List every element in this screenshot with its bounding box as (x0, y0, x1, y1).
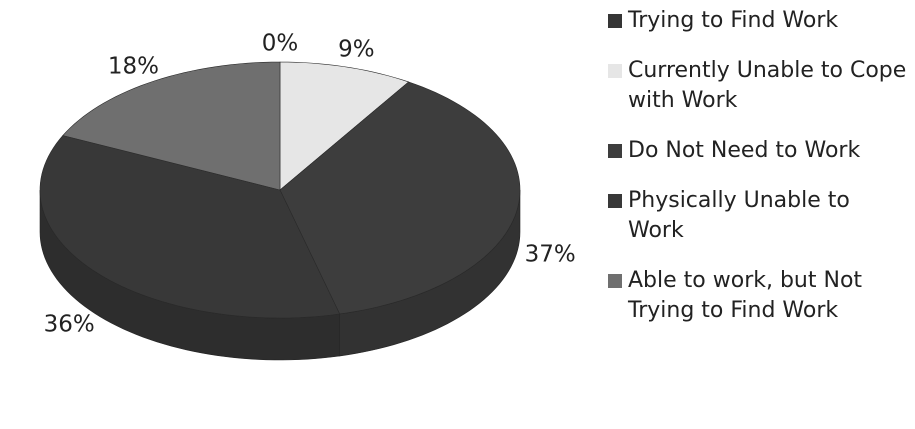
data-label: 36% (44, 312, 95, 338)
legend-item: Able to work, but Not Trying to Find Wor… (608, 266, 908, 326)
legend-swatch (608, 194, 622, 208)
legend-item: Do Not Need to Work (608, 136, 908, 166)
legend: Trying to Find Work Currently Unable to C… (608, 6, 908, 346)
legend-swatch (608, 274, 622, 288)
legend-swatch (608, 144, 622, 158)
legend-item: Currently Unable to Cope with Work (608, 56, 908, 116)
legend-item: Physically Unable to Work (608, 186, 908, 246)
legend-label: Able to work, but Not Trying to Find Wor… (628, 268, 863, 323)
data-label: 18% (108, 53, 159, 79)
slice (39, 135, 341, 319)
legend-label: Do Not Need to Work (628, 138, 861, 163)
legend-swatch (608, 14, 622, 28)
legend-swatch (608, 64, 622, 78)
data-label: 9% (338, 36, 375, 62)
data-label: 0% (262, 31, 299, 57)
slice (279, 61, 410, 191)
legend-item: Trying to Find Work (608, 6, 908, 36)
slice-side-shade (339, 190, 520, 356)
slice-side-shade (40, 190, 340, 360)
slice (279, 81, 521, 315)
slice (62, 61, 281, 191)
legend-label: Trying to Find Work (628, 8, 839, 33)
chart: 0% 9% 37% 36% 18% (39, 31, 576, 361)
data-label: 37% (525, 241, 576, 267)
legend-label: Physically Unable to Work (628, 188, 850, 243)
legend-label: Currently Unable to Cope with Work (628, 58, 907, 113)
